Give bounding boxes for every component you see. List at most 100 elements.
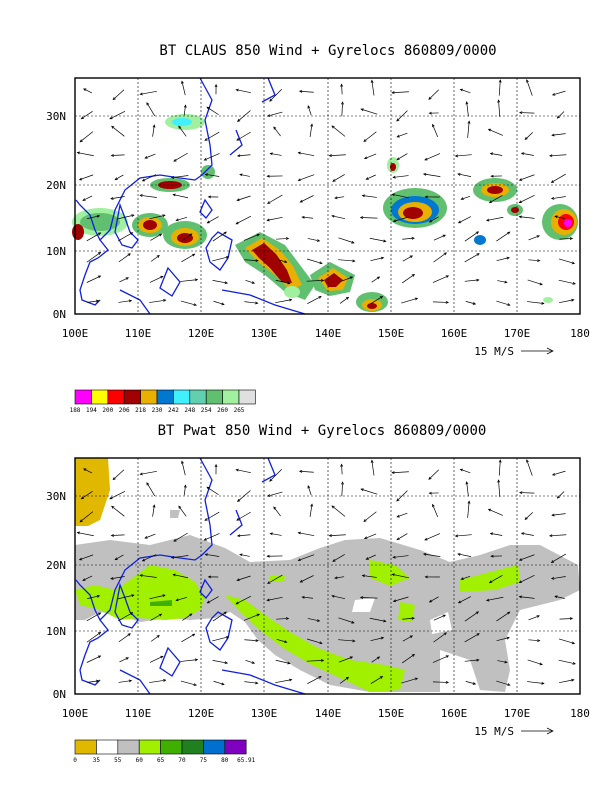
wind-vector-head — [162, 594, 166, 598]
wind-vector-head — [214, 463, 218, 468]
wind-vector-head — [320, 659, 325, 662]
wind-vector-head — [239, 553, 243, 557]
wind-vector — [331, 595, 346, 600]
wind-vector — [269, 469, 283, 482]
wind-vector-head — [109, 116, 113, 120]
wind-vector — [244, 681, 258, 684]
wind-vector-head — [507, 611, 511, 615]
wind-vector-head — [175, 598, 179, 602]
wind-vector-head — [236, 578, 240, 582]
wind-vector-head — [370, 459, 374, 463]
wind-vector-head — [363, 139, 367, 143]
wind-vector — [309, 124, 313, 138]
wind-vector-head — [255, 681, 259, 685]
wind-vector — [180, 300, 197, 306]
wind-vector-head — [504, 660, 508, 664]
wind-vector-head — [204, 138, 208, 141]
wind-vector-head — [141, 558, 146, 562]
wind-vector — [341, 102, 343, 117]
colorbar-label: 248 — [184, 407, 195, 414]
wind-vector-head — [396, 118, 400, 122]
wind-vector-head — [206, 106, 210, 110]
wind-vector — [528, 259, 540, 262]
wind-vector — [429, 596, 439, 603]
colorbar-label: 75 — [200, 757, 208, 764]
panel2-frame — [74, 457, 581, 695]
wind-vector-head — [551, 472, 556, 476]
wind-vector-head — [297, 531, 301, 535]
wind-vector — [392, 193, 409, 199]
panel1-lat-labels: 30N 20N 10N 0N — [46, 110, 66, 321]
wind-vector-head — [524, 516, 528, 521]
wind-vector-head — [476, 658, 480, 662]
lon-label: 110E — [125, 707, 152, 720]
wind-vector-head — [284, 260, 288, 264]
wind-vector-head — [128, 299, 133, 303]
lon-label: 130E — [251, 707, 278, 720]
wind-vector — [402, 237, 415, 240]
wind-vector-head — [396, 498, 400, 502]
wind-vector — [109, 110, 126, 120]
wind-vector-head — [110, 153, 114, 157]
wind-vector — [212, 660, 228, 664]
wind-vector-head — [460, 197, 464, 200]
wind-vector — [521, 532, 534, 536]
wind-vector-head — [163, 299, 167, 302]
wind-vector-head — [549, 154, 553, 158]
wind-vector — [519, 554, 535, 561]
wind-vector — [486, 596, 504, 601]
wind-vector-head — [475, 231, 480, 235]
wind-vector-head — [299, 579, 303, 583]
wind-vector — [369, 237, 386, 242]
wind-vector-head — [454, 154, 459, 158]
wind-vector-head — [428, 96, 432, 100]
colorbar-swatch — [138, 739, 161, 755]
wind-vector-head — [445, 275, 450, 278]
wind-vector-head — [225, 635, 230, 639]
wind-vector-head — [255, 301, 259, 305]
wind-vector-head — [273, 126, 277, 130]
wind-vector — [298, 554, 315, 561]
wind-vector-head — [486, 218, 490, 222]
wind-vector-head — [235, 88, 239, 92]
wind-vector — [181, 253, 195, 263]
wind-vector-head — [539, 662, 543, 666]
wind-vector — [464, 633, 480, 643]
wind-vector — [149, 679, 166, 683]
wind-vector-head — [96, 679, 100, 683]
wind-vector — [392, 91, 409, 94]
colorbar-swatch — [222, 389, 240, 405]
wind-vector-head — [537, 639, 541, 642]
wind-vector-head — [319, 261, 323, 265]
wind-vector-head — [379, 676, 384, 679]
wind-vector-head — [363, 519, 367, 523]
wind-vector — [236, 89, 251, 94]
wind-vector — [424, 153, 441, 161]
wind-vector — [180, 279, 198, 282]
wind-vector — [118, 253, 131, 263]
wind-vector-head — [457, 600, 462, 604]
wind-vector — [519, 174, 535, 181]
wind-vector — [363, 131, 377, 142]
wind-vector — [119, 657, 129, 663]
panel1-frame — [74, 77, 581, 315]
wind-vector-head — [129, 232, 134, 235]
wind-vector-head — [443, 252, 447, 256]
wind-vector-head — [301, 215, 305, 219]
wind-vector — [433, 234, 446, 241]
wind-vector-head — [125, 657, 129, 661]
lat-label: 30N — [46, 490, 66, 503]
wind-vector-head — [114, 557, 118, 561]
wind-vector — [239, 174, 250, 177]
wind-vector-head — [298, 89, 303, 93]
wind-vector — [429, 216, 439, 223]
pwat-gray-small — [170, 510, 180, 518]
wind-vector — [432, 275, 449, 283]
wind-vector-head — [334, 576, 338, 580]
wind-vector-head — [328, 534, 332, 538]
wind-vector-head — [111, 505, 115, 509]
wind-vector-head — [80, 116, 84, 120]
wind-vector-head — [498, 79, 502, 83]
wind-vector-head — [497, 99, 501, 103]
wind-vector-head — [267, 201, 271, 204]
